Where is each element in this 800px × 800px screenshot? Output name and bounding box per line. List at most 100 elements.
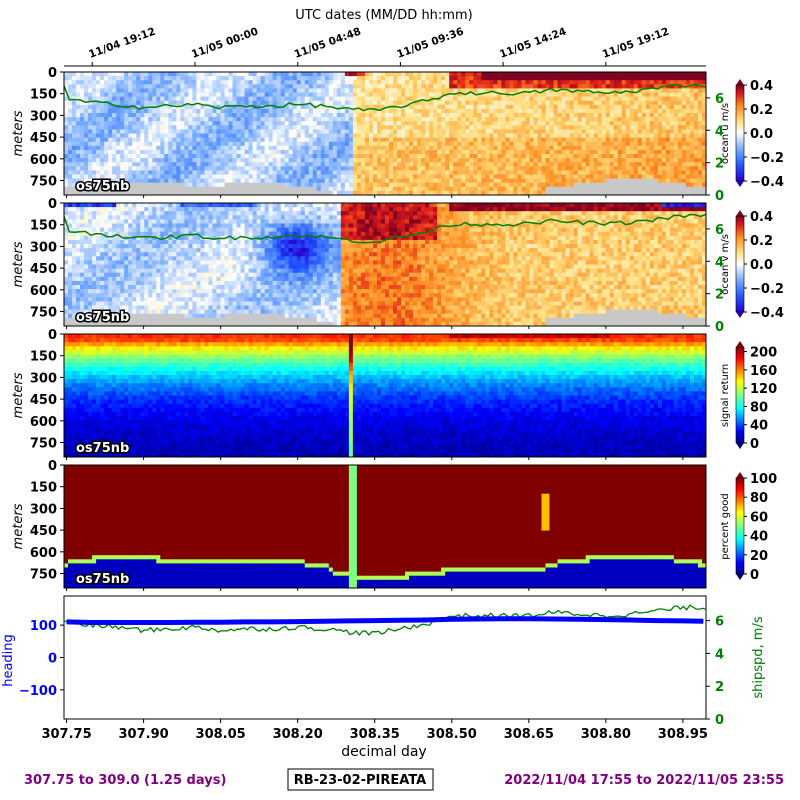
heatmap-cell (457, 104, 462, 110)
heatmap-cell (577, 190, 583, 195)
heatmap-cell (184, 96, 189, 102)
heatmap-cell (160, 162, 165, 167)
heatmap-cell (569, 121, 575, 126)
heatmap-cell (224, 113, 230, 118)
heatmap-cell (517, 178, 523, 184)
heatmap-cell (256, 129, 262, 135)
heatmap-cell (529, 137, 535, 143)
heatmap-cell (625, 96, 631, 102)
heatmap-cell (461, 154, 466, 159)
heatmap-cell (513, 117, 519, 122)
heatmap-cell (477, 178, 482, 184)
heatmap-cell (328, 186, 334, 192)
heatmap-cell (545, 149, 551, 155)
heatmap-cell (385, 149, 390, 155)
heatmap-cell (509, 117, 514, 122)
heatmap-cell (473, 154, 478, 159)
heatmap-cell (469, 129, 474, 135)
heatmap-cell (188, 190, 193, 195)
heatmap-cell (380, 80, 386, 85)
heatmap-cell (525, 125, 531, 130)
heatmap-cell (360, 162, 366, 167)
heatmap-cell (280, 145, 286, 151)
heatmap-cell (96, 137, 101, 143)
heatmap-cell (116, 190, 121, 195)
heatmap-cell (693, 145, 699, 151)
heatmap-cell (168, 125, 173, 130)
heatmap-cell (605, 113, 611, 118)
heatmap-cell (465, 84, 470, 89)
heatmap-cell (453, 72, 458, 77)
heatmap-cell (204, 190, 210, 195)
heatmap-cell (485, 121, 490, 126)
heatmap-cell (192, 72, 198, 77)
heatmap-cell (441, 113, 446, 118)
heatmap-cell (405, 178, 410, 184)
heatmap-cell (701, 170, 706, 176)
heatmap-cell (429, 113, 434, 118)
heatmap-cell (160, 178, 165, 184)
instrument-label-outline: os75nb (76, 179, 129, 194)
heatmap-cell (212, 113, 218, 118)
heatmap-cell (180, 84, 185, 89)
heatmap-cell (413, 117, 418, 122)
heatmap-cell (417, 96, 422, 102)
heatmap-cell (585, 137, 591, 143)
heatmap-cell (689, 100, 695, 106)
heatmap-cell (80, 182, 85, 188)
heatmap-cell (376, 182, 382, 188)
heatmap-cell (481, 76, 486, 81)
heatmap-cell (449, 100, 454, 106)
heatmap-cell (453, 145, 458, 151)
heatmap-cell (68, 92, 73, 98)
heatmap-cell (72, 145, 77, 151)
heatmap-cell (477, 141, 482, 147)
heatmap-cell (521, 129, 527, 135)
heatmap-cell (372, 100, 378, 106)
heatmap-cell (332, 158, 338, 163)
heatmap-cell (565, 170, 571, 176)
heatmap-cell (120, 149, 125, 155)
heatmap-cell (112, 166, 117, 171)
heatmap-cell (545, 174, 551, 180)
heatmap-cell (497, 117, 502, 122)
heatmap-cell (212, 162, 218, 167)
heatmap-cell (661, 145, 667, 151)
heatmap-cell (252, 154, 258, 159)
heatmap-cell (597, 174, 603, 180)
heatmap-cell (140, 104, 145, 110)
heatmap-cell (108, 84, 113, 89)
heatmap-cell (180, 154, 185, 159)
heatmap-cell (633, 100, 639, 106)
heatmap-cell (340, 154, 346, 159)
heatmap-cell (300, 117, 306, 122)
heatmap-cell (693, 92, 699, 98)
heatmap-cell (276, 84, 282, 89)
heatmap-cell (140, 174, 145, 180)
heatmap-cell (657, 113, 663, 118)
heatmap-cell (188, 84, 193, 89)
heatmap-cell (609, 84, 615, 89)
heatmap-cell (629, 72, 635, 77)
heatmap-cell (272, 125, 278, 130)
heatmap-cell (292, 72, 298, 77)
heatmap-cell (100, 170, 105, 176)
heatmap-cell (493, 182, 498, 188)
heatmap-cell (593, 166, 599, 171)
heatmap-cell (304, 133, 310, 139)
heatmap-cell (665, 190, 671, 195)
heatmap-cell (417, 190, 422, 195)
heatmap-cell (276, 174, 282, 180)
heatmap-cell (380, 174, 386, 180)
heatmap-cell (497, 100, 502, 106)
heatmap-cell (236, 96, 242, 102)
heatmap-cell (693, 182, 699, 188)
heatmap-cell (649, 108, 655, 114)
heatmap-cell (68, 309, 73, 315)
heatmap-cell (697, 92, 703, 98)
colorbar-tick-label: 0.2 (750, 103, 773, 118)
heatmap-cell (236, 100, 242, 106)
heatmap-cell (220, 145, 226, 151)
heatmap-cell (433, 88, 438, 94)
heatmap-cell (352, 88, 358, 94)
